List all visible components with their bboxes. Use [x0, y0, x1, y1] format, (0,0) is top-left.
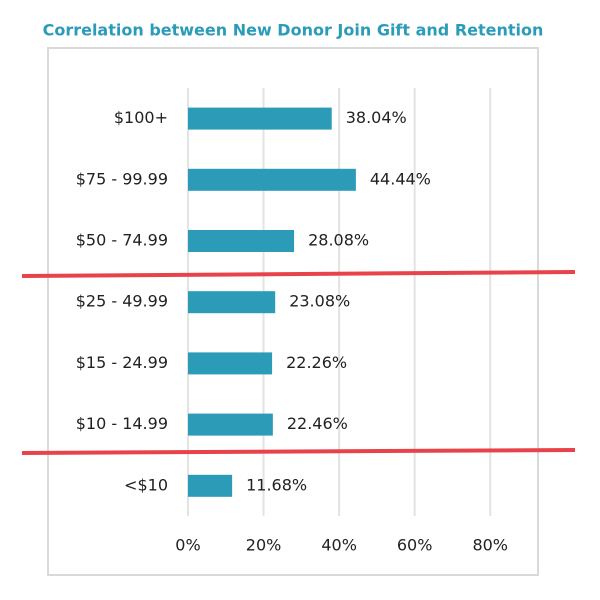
y-tick-label: $50 - 74.99	[76, 231, 168, 250]
divider-line	[21, 270, 576, 278]
chart-frame	[47, 47, 539, 576]
data-label: 22.26%	[286, 353, 347, 372]
x-tick-label: 60%	[397, 536, 433, 555]
bar	[188, 291, 276, 314]
y-tick-label: $15 - 24.99	[76, 353, 168, 372]
divider-line	[21, 448, 576, 455]
data-label: 22.46%	[287, 414, 348, 433]
plot-area: 0% 20% 40% 60% 80% $100+ 38.04% $75 - 99.99 44.4…	[76, 88, 508, 555]
data-label: 38.04%	[346, 108, 407, 127]
bar	[188, 474, 233, 497]
y-tick-label: $100+	[114, 108, 168, 127]
data-label: 23.08%	[289, 292, 350, 311]
x-tick-label: 0%	[175, 536, 200, 555]
y-tick-label: $25 - 49.99	[76, 292, 168, 311]
data-label: 11.68%	[246, 475, 307, 494]
bar	[188, 413, 273, 436]
x-tick-label: 20%	[246, 536, 282, 555]
bar	[188, 107, 332, 130]
data-label: 28.08%	[308, 231, 369, 250]
y-tick-label: $10 - 14.99	[76, 414, 168, 433]
bar	[188, 230, 295, 252]
data-label: 44.44%	[370, 169, 431, 188]
bar	[188, 352, 273, 375]
x-tick-label: 80%	[472, 536, 508, 555]
y-tick-label: <$10	[124, 475, 168, 494]
chart-title: Correlation between New Donor Join Gift …	[43, 21, 544, 40]
x-tick-label: 40%	[321, 536, 357, 555]
y-tick-label: $75 - 99.99	[76, 169, 168, 188]
bar	[188, 168, 356, 191]
